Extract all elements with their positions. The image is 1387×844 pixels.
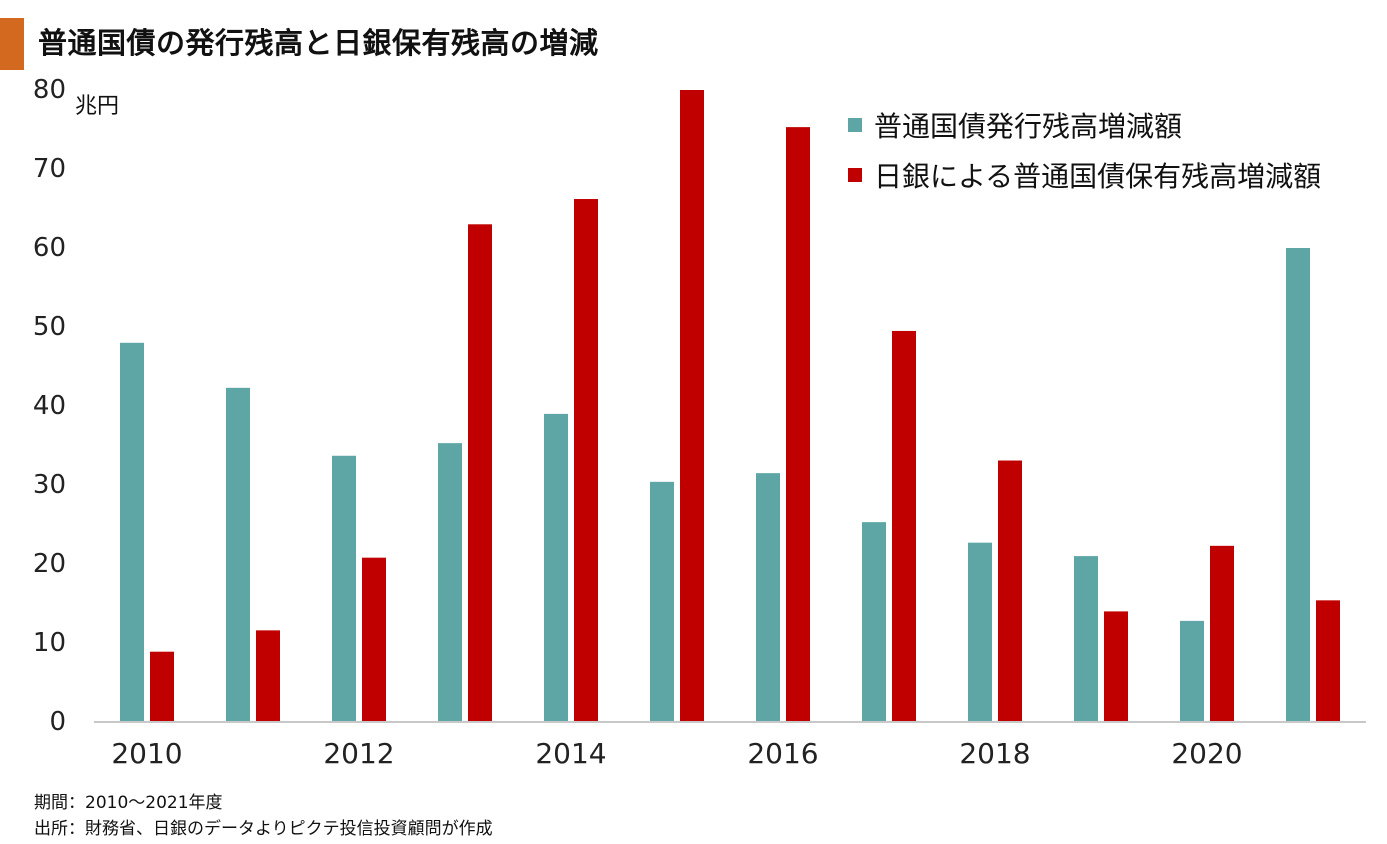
legend-swatch-teal <box>848 118 862 132</box>
legend-item-boj: 日銀による普通国債保有残高増減額 <box>848 150 1321 200</box>
y-tick-label: 20 <box>32 549 66 579</box>
legend-swatch-red <box>848 168 862 182</box>
x-tick-label: 2012 <box>323 737 395 770</box>
issuance-bar-2011 <box>226 387 250 722</box>
issuance-bar-2016 <box>756 473 780 722</box>
period-note: 期間：2010～2021年度 <box>34 793 223 813</box>
boj-bar-2010 <box>150 651 174 722</box>
x-tick-label: 2016 <box>747 737 819 770</box>
issuance-bar-2014 <box>544 413 568 722</box>
issuance-bar-2021 <box>1286 248 1310 722</box>
boj-bar-2020 <box>1210 545 1234 722</box>
issuance-bar-2015 <box>650 481 674 722</box>
y-tick-label: 60 <box>32 233 66 263</box>
y-axis-unit: 兆円 <box>75 94 120 119</box>
issuance-bar-2017 <box>862 522 886 722</box>
legend-item-issuance: 普通国債発行残高増減額 <box>848 100 1321 150</box>
x-tick-label: 2014 <box>535 737 607 770</box>
legend-label-boj: 日銀による普通国債保有残高増減額 <box>874 160 1322 193</box>
legend: 普通国債発行残高増減額 日銀による普通国債保有残高増減額 <box>848 100 1321 200</box>
boj-bar-2021 <box>1316 600 1340 722</box>
boj-bar-2019 <box>1104 611 1128 722</box>
issuance-bar-2020 <box>1180 620 1204 722</box>
legend-label-issuance: 普通国債発行残高増減額 <box>874 110 1183 143</box>
boj-bar-2018 <box>998 460 1022 722</box>
x-tick-label: 2020 <box>1171 737 1243 770</box>
boj-bar-2013 <box>468 224 492 723</box>
y-tick-label: 30 <box>32 470 66 500</box>
issuance-bar-2019 <box>1074 556 1098 722</box>
y-tick-label: 40 <box>32 391 66 421</box>
boj-bar-2017 <box>892 330 916 722</box>
issuance-bar-2018 <box>968 542 992 722</box>
x-tick-label: 2018 <box>959 737 1031 770</box>
boj-bar-2016 <box>786 127 810 722</box>
chart-title: 普通国債の発行残高と日銀保有残高の増減 <box>38 26 599 60</box>
boj-bar-2012 <box>362 557 386 722</box>
issuance-bar-2012 <box>332 455 356 722</box>
boj-bar-2011 <box>256 630 280 722</box>
issuance-bar-2013 <box>438 443 462 722</box>
source-note: 出所：財務省、日銀のデータよりピクテ投信投資顧問が作成 <box>34 819 493 839</box>
y-tick-label: 80 <box>32 75 66 105</box>
issuance-bar-2010 <box>120 342 144 722</box>
title-accent-bar <box>0 18 24 70</box>
boj-bar-2015 <box>680 90 704 722</box>
boj-bar-2014 <box>574 199 598 722</box>
y-tick-label: 10 <box>32 628 66 658</box>
y-tick-label: 50 <box>32 312 66 342</box>
y-tick-label: 70 <box>32 154 66 184</box>
x-tick-label: 2010 <box>111 737 183 770</box>
footnotes: 期間：2010～2021年度 出所：財務省、日銀のデータよりピクテ投信投資顧問が… <box>34 790 493 842</box>
y-tick-label: 0 <box>49 707 66 737</box>
